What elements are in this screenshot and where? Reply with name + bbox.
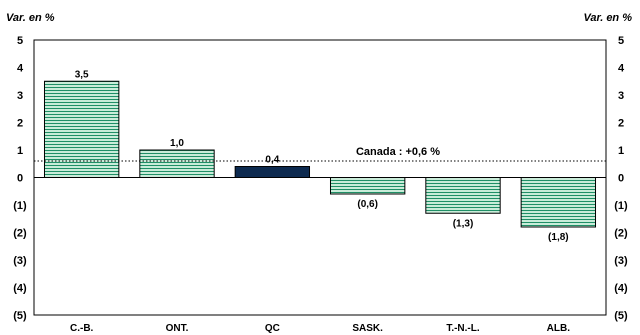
y-tick-right: 1 xyxy=(618,145,624,157)
data-label: (1,3) xyxy=(453,218,474,229)
category-labels: C.-B. ONT. QC SASK. T.-N.-L. ALB. xyxy=(70,323,570,334)
data-labels: 3,5 1,0 0,4 (0,6) (1,3) (1,8) xyxy=(75,69,569,243)
y-tick-right: (3) xyxy=(614,255,628,267)
category-label: QC xyxy=(265,323,280,334)
data-label: 3,5 xyxy=(75,69,89,80)
bar-alb xyxy=(520,177,597,228)
y-tick-right: (2) xyxy=(614,228,628,240)
y-tick-left: 2 xyxy=(17,118,23,130)
reference-line-label: Canada : +0,6 % xyxy=(356,146,440,158)
y-tick-right: 3 xyxy=(618,90,624,102)
category-label: C.-B. xyxy=(70,323,94,334)
y-tick-right: (5) xyxy=(614,310,628,322)
data-label: (0,6) xyxy=(357,199,378,210)
bar-t-n-l xyxy=(425,177,501,214)
y-tick-left: 0 xyxy=(17,173,23,185)
bar-qc xyxy=(234,166,311,178)
bar-c-b xyxy=(43,80,120,178)
y-tick-left: 4 xyxy=(17,63,24,75)
y-tick-left: (4) xyxy=(13,283,27,295)
bars xyxy=(43,80,597,228)
y-tick-left: (2) xyxy=(13,228,27,240)
y-tick-left: 3 xyxy=(17,90,23,102)
y-tick-left: 5 xyxy=(17,35,23,47)
y-tick-left: 1 xyxy=(17,145,23,157)
data-label: 1,0 xyxy=(170,138,184,149)
y-tick-right: (4) xyxy=(614,283,628,295)
data-label: 0,4 xyxy=(265,155,279,166)
y-axis-title-left: Var. en % xyxy=(6,12,55,24)
y-tick-right: 4 xyxy=(618,63,625,75)
category-label: ALB. xyxy=(547,323,571,334)
y-tick-right: 0 xyxy=(618,173,624,185)
y-tick-right: 2 xyxy=(618,118,624,130)
y-tick-left: (3) xyxy=(13,255,27,267)
y-tick-right: (1) xyxy=(614,200,628,212)
left-tick-labels: 5 4 3 2 1 0 (1) (2) (3) (4) (5) xyxy=(13,35,27,322)
bar-sask xyxy=(329,177,406,195)
right-tick-labels: 5 4 3 2 1 0 (1) (2) (3) (4) (5) xyxy=(614,35,628,322)
y-tick-left: (5) xyxy=(13,310,27,322)
y-axis-title-right: Var. en % xyxy=(583,12,632,24)
y-tick-right: 5 xyxy=(618,35,624,47)
category-label: ONT. xyxy=(166,323,189,334)
category-label: SASK. xyxy=(352,323,383,334)
category-label: T.-N.-L. xyxy=(446,323,480,334)
y-tick-left: (1) xyxy=(13,200,27,212)
reference-line-group: Canada : +0,6 % xyxy=(34,146,606,162)
data-label: (1,8) xyxy=(548,232,569,243)
bar-ont xyxy=(139,149,215,178)
